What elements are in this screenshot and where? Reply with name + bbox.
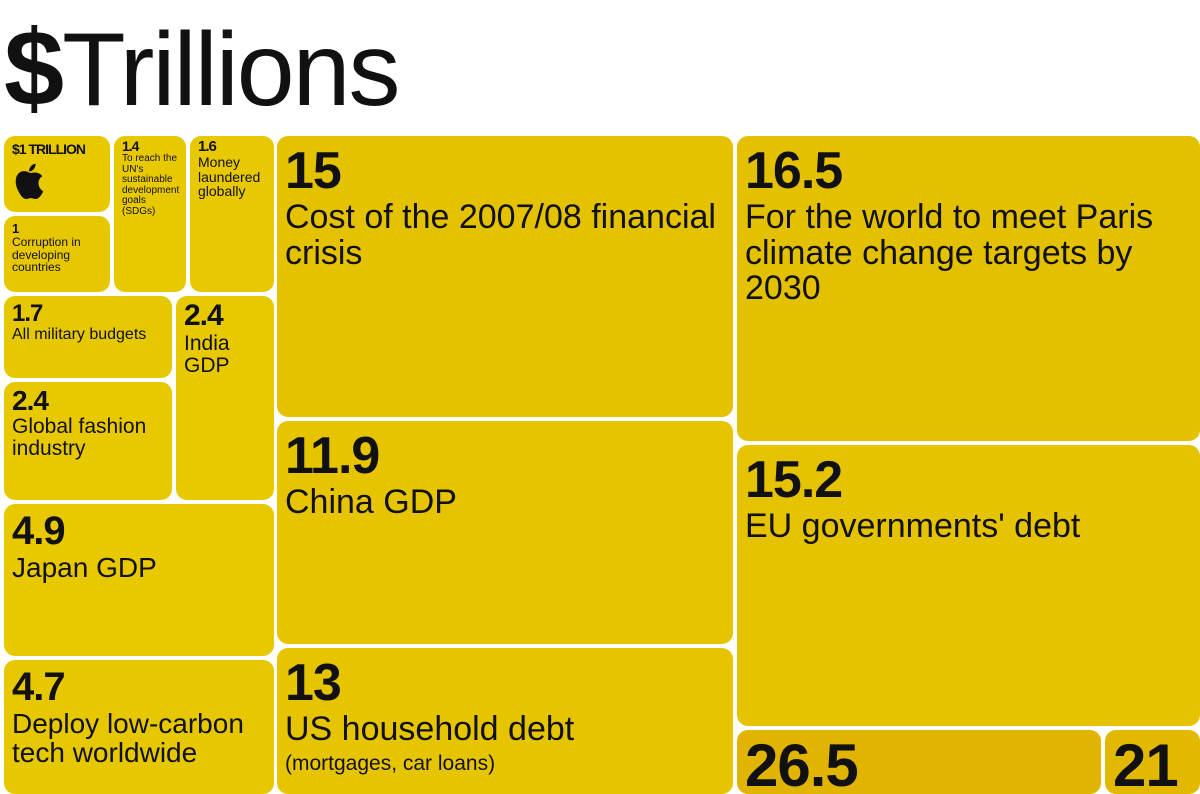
- tile-value: 11.9: [285, 427, 380, 485]
- tile-label: China GDP: [285, 483, 457, 521]
- treemap-tile-sdgs: 1.4 To reach the UN's sustainable develop…: [114, 136, 186, 292]
- treemap-tile-laundered: 1.6 Money laundered globally: [190, 136, 274, 292]
- tile-label: Corruption in developing countries: [12, 235, 81, 275]
- treemap-tile-eudebt: 15.2 EU governments' debt: [737, 445, 1200, 726]
- apple-logo-icon: [15, 163, 44, 200]
- treemap-tile-apple: $1 TRILLION: [4, 136, 110, 212]
- tile-value: 2.4: [184, 299, 224, 332]
- treemap-tile-ushousehold: 13 US household debt (mortgages, car loans…: [277, 648, 733, 794]
- tile-label: All military budgets: [12, 326, 147, 343]
- tile-value: 4.7: [12, 665, 66, 709]
- treemap-tile-crisis: 15 Cost of the 2007/08 financial crisis: [277, 136, 733, 417]
- tile-value: $1 TRILLION: [12, 141, 86, 157]
- treemap-tile-india: 2.4 India GDP: [176, 296, 274, 500]
- tile-label: EU governments' debt: [745, 507, 1081, 545]
- tile-label: Japan GDP: [12, 552, 157, 583]
- tile-value: 4.9: [12, 509, 66, 553]
- tile-label: US household debt: [285, 710, 575, 748]
- tile-value: 1.4: [122, 138, 139, 154]
- treemap-tile-military: 1.7 All military budgets: [4, 296, 172, 378]
- title-dollar-sign: $: [4, 7, 64, 128]
- treemap-tile-fashion: 2.4 Global fashion industry: [4, 382, 172, 500]
- treemap-tile-paris: 16.5 For the world to meet Paris climate …: [737, 136, 1200, 441]
- treemap-tile-corruption: 1 Corruption in developing countries: [4, 216, 110, 292]
- tile-value: 26.5: [745, 732, 859, 794]
- tile-value: 1: [12, 221, 19, 236]
- tile-label: India GDP: [184, 332, 230, 378]
- treemap-tile-lowcarbon: 4.7 Deploy low-carbon tech worldwide: [4, 660, 274, 794]
- tile-sublabel: (mortgages, car loans): [285, 751, 496, 775]
- tile-value: 21: [1113, 732, 1179, 794]
- treemap-tile-china: 11.9 China GDP: [277, 421, 733, 644]
- tile-value: 15.2: [745, 451, 843, 509]
- tile-label: Deploy low-carbon tech worldwide: [12, 708, 244, 769]
- tile-value: 13: [285, 654, 342, 712]
- tile-label: For the world to meet Paris climate chan…: [745, 198, 1154, 308]
- tile-label: Money laundered globally: [198, 154, 261, 200]
- tile-label: To reach the UN's sustainable developmen…: [122, 153, 180, 217]
- tile-label: Global fashion industry: [12, 415, 147, 461]
- tile-value: 1.6: [198, 138, 217, 155]
- title-word: Trillions: [62, 12, 400, 128]
- tile-value: 1.7: [12, 300, 43, 327]
- tile-label: Cost of the 2007/08 financial crisis: [285, 198, 716, 272]
- tile-value: 2.4: [12, 385, 49, 416]
- treemap-tile-v265: 26.5: [737, 730, 1101, 794]
- treemap-tile-v21: 21: [1105, 730, 1200, 794]
- chart-title: $ Trillions: [4, 2, 400, 128]
- tile-value: 16.5: [745, 142, 843, 200]
- tile-value: 15: [285, 142, 342, 200]
- treemap-tile-japan: 4.9 Japan GDP: [4, 504, 274, 656]
